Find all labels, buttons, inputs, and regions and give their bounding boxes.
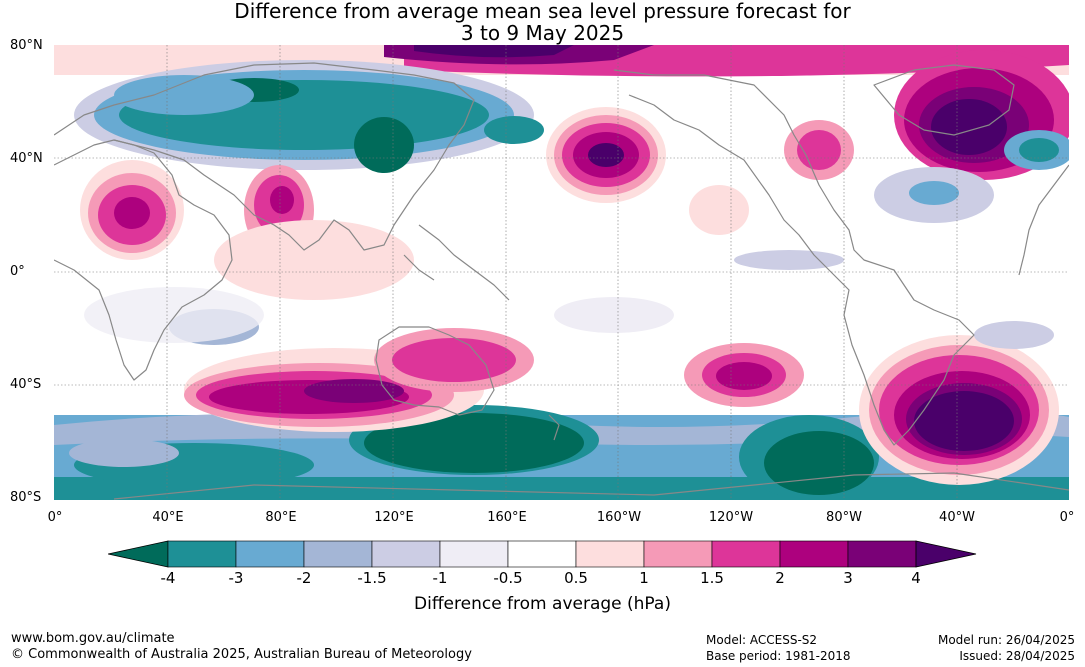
colorbar-extend-low	[108, 540, 169, 568]
colorbar-tick: -2	[296, 569, 312, 587]
colorbar-tick: 2	[775, 569, 785, 587]
lon-label-160e: 160°E	[487, 510, 527, 525]
colorbar-swatch	[235, 540, 305, 568]
lat-label-80n: 80°N	[10, 38, 43, 53]
lon-label-40e: 40°E	[152, 510, 184, 525]
bom-url-link[interactable]: www.bom.gov.au/climate	[11, 631, 175, 646]
pressure-anomaly-map	[54, 45, 1069, 500]
lon-label-120w: 120°W	[708, 510, 754, 525]
colorbar-tick: 1	[639, 569, 649, 587]
anomaly-field	[54, 45, 1069, 500]
lon-label-0-left: 0°	[47, 510, 63, 525]
colorbar-swatch	[711, 540, 781, 568]
lon-label-0-right: 0°	[1059, 510, 1075, 525]
lat-label-0: 0°	[10, 264, 25, 279]
lat-label-80s: 80°S	[10, 490, 42, 505]
colorbar-swatch	[303, 540, 373, 568]
colorbar-swatch	[575, 540, 645, 568]
colorbar-tick: 1.5	[700, 569, 724, 587]
graticule	[54, 45, 1069, 500]
lon-label-160w: 160°W	[596, 510, 642, 525]
lat-label-40n: 40°N	[10, 151, 43, 166]
model-name: Model: ACCESS-S2	[706, 633, 818, 647]
model-run-date: Model run: 26/04/2025	[937, 633, 1075, 647]
map-title-line2: 3 to 9 May 2025	[460, 21, 625, 45]
colorbar-swatch	[371, 540, 441, 568]
colorbar-swatch	[167, 540, 237, 568]
colorbar-tick: -4	[160, 569, 176, 587]
coastlines	[54, 62, 1069, 500]
colorbar-swatch	[847, 540, 917, 568]
issued-date: Issued: 28/04/2025	[959, 649, 1075, 663]
colorbar-swatch	[439, 540, 509, 568]
colorbar-extend-high	[915, 540, 977, 568]
colorbar-swatch	[507, 540, 577, 568]
colorbar-title: Difference from average (hPa)	[414, 594, 671, 614]
colorbar-tick: -1.5	[357, 569, 387, 587]
lon-label-120e: 120°E	[374, 510, 414, 525]
colorbar-tick: 3	[843, 569, 853, 587]
colorbar-tick: 0.5	[564, 569, 588, 587]
colorbar-tick: 4	[911, 569, 921, 587]
colorbar-swatch	[643, 540, 713, 568]
colorbar	[108, 540, 977, 568]
lon-label-40w: 40°W	[939, 510, 975, 525]
lon-label-80e: 80°E	[265, 510, 297, 525]
colorbar-swatch	[779, 540, 849, 568]
lat-label-40s: 40°S	[10, 377, 42, 392]
map-title-line1: Difference from average mean sea level p…	[234, 0, 851, 23]
colorbar-tick: -1	[432, 569, 448, 587]
colorbar-tick: -0.5	[493, 569, 523, 587]
base-period: Base period: 1981-2018	[706, 649, 851, 663]
copyright-text: © Commonwealth of Australia 2025, Austra…	[11, 647, 472, 662]
lon-label-80w: 80°W	[826, 510, 862, 525]
colorbar-tick: -3	[228, 569, 244, 587]
